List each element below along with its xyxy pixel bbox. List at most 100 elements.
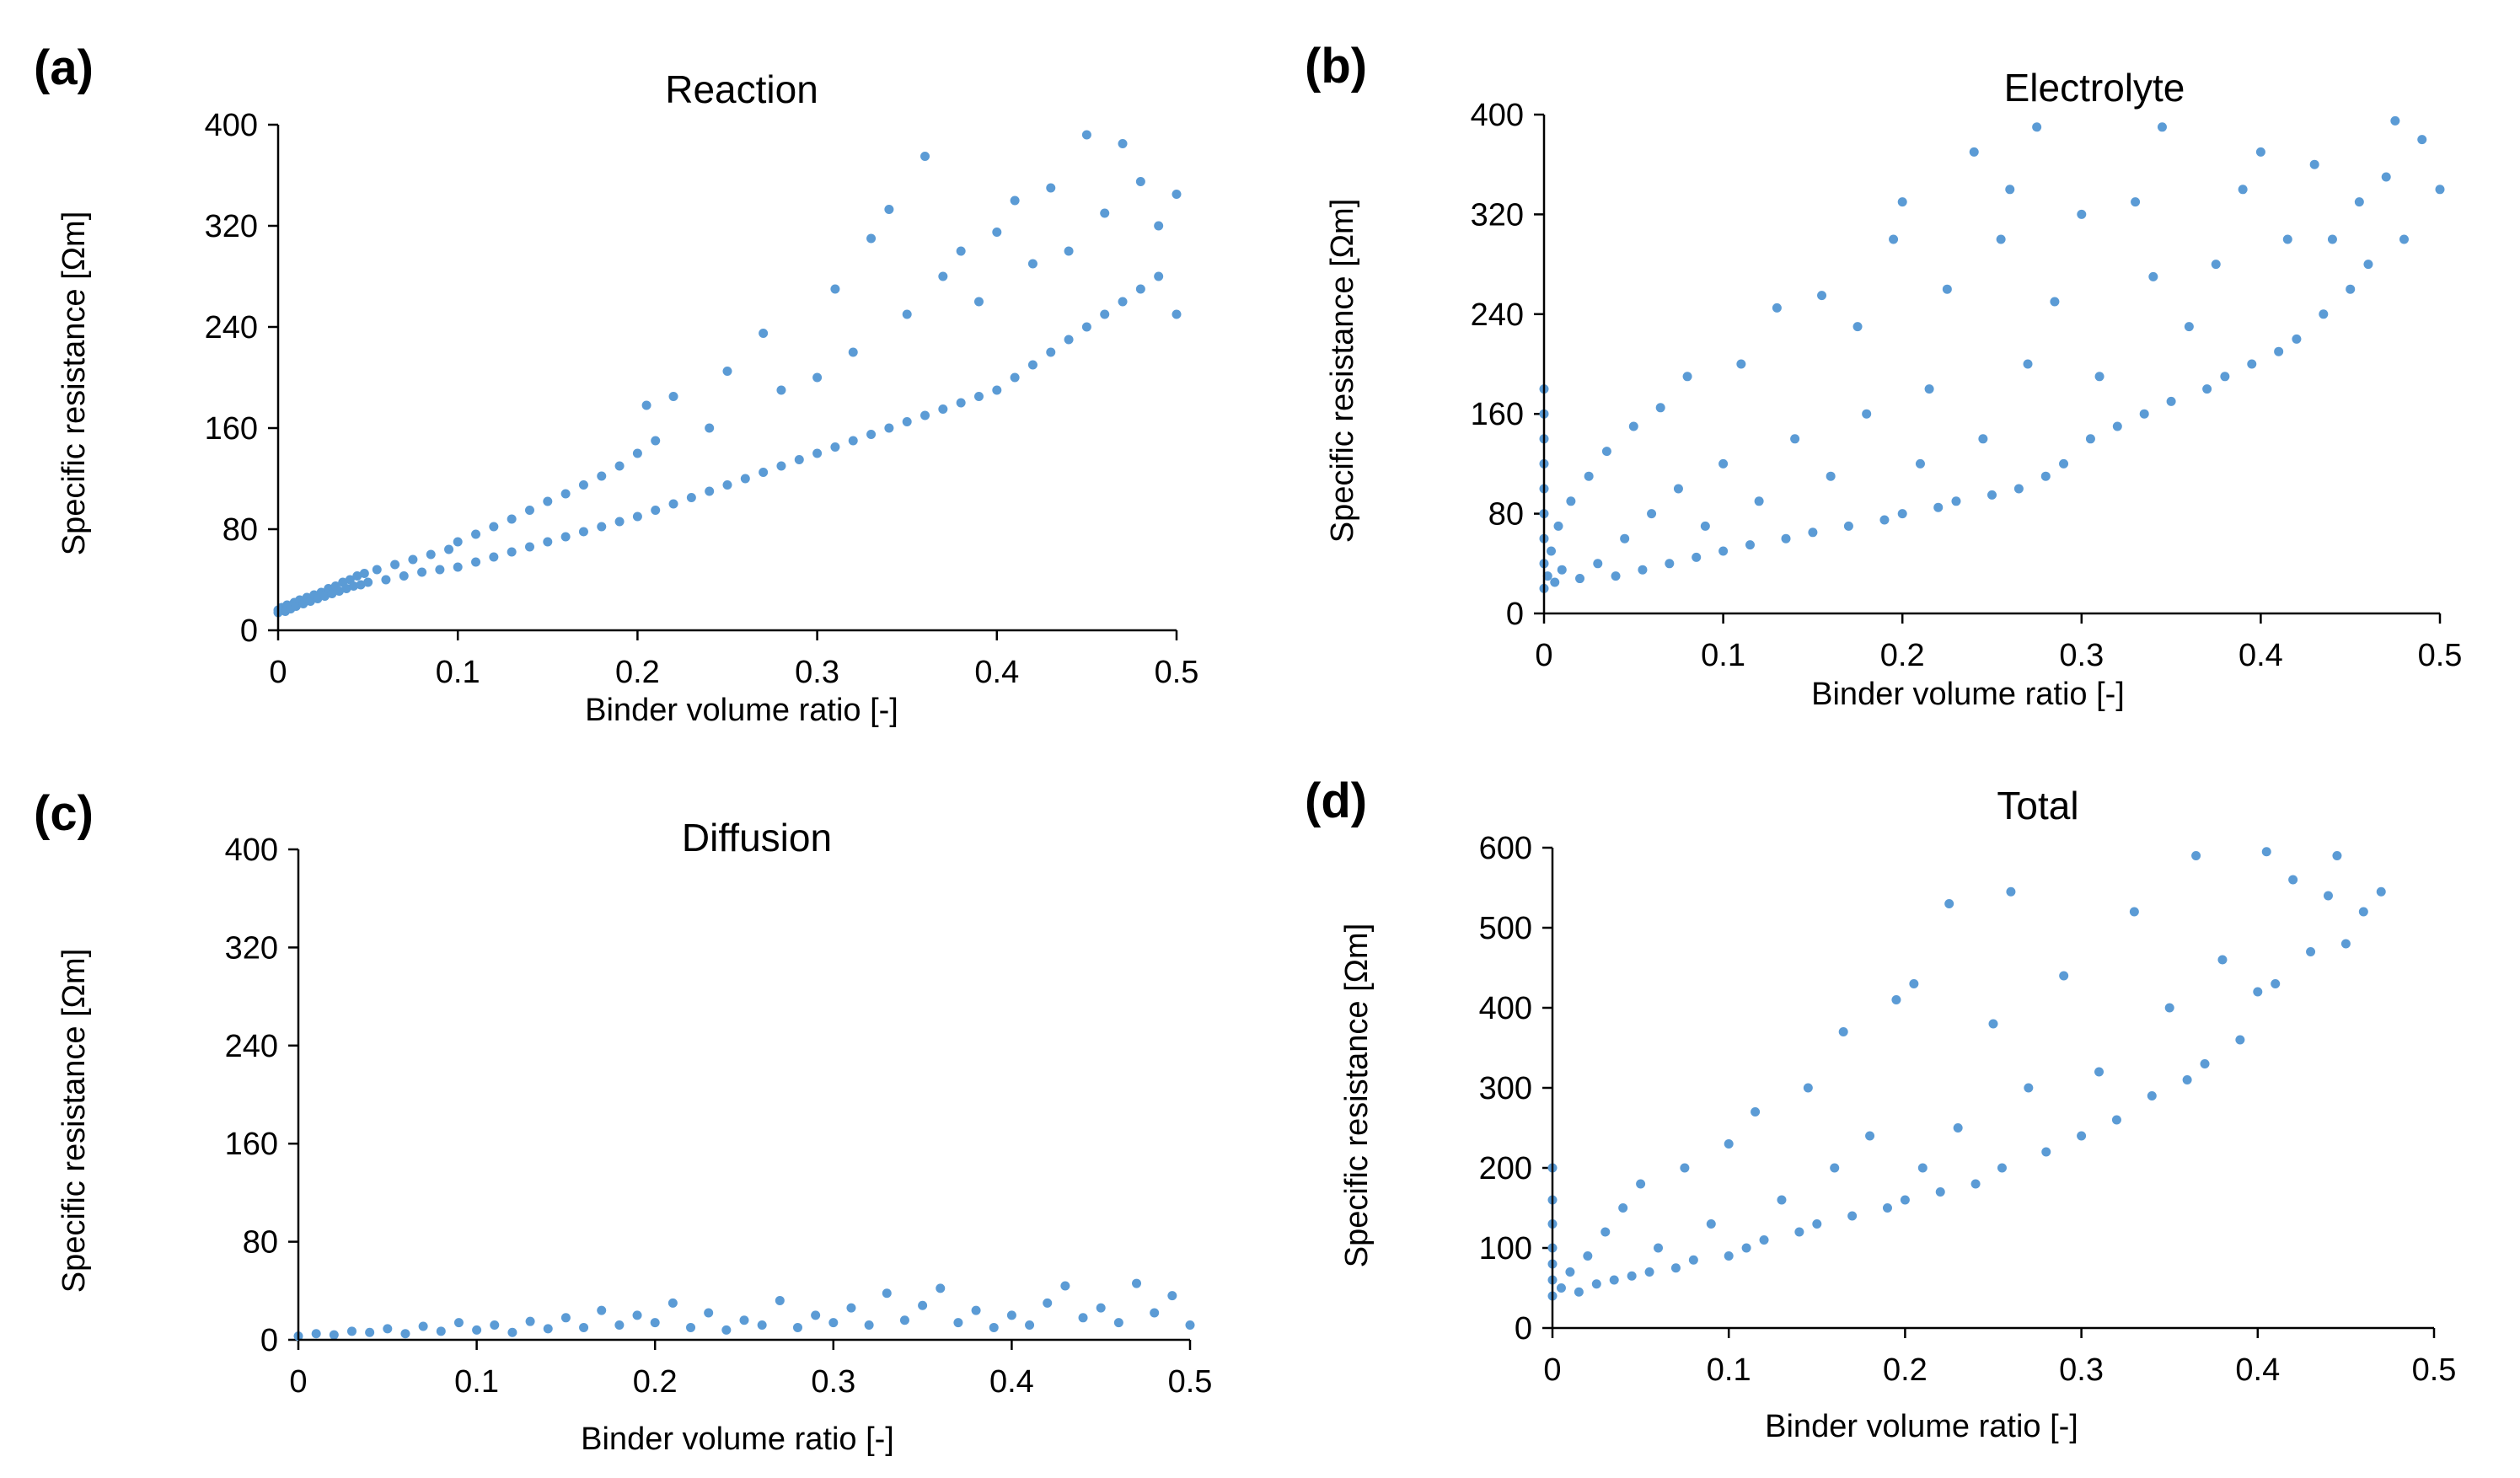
panel-d-data-point (1670, 1263, 1681, 1273)
panel-a-data-point (722, 367, 732, 376)
panel-b-data-point (1933, 502, 1944, 512)
panel-b-data-point (1557, 565, 1567, 575)
panel-d-data-point (1583, 1251, 1593, 1261)
panel-c-xtick-label: 0 (289, 1364, 307, 1400)
panel-a-data-point (1046, 183, 1056, 193)
panel-b-xtick-label: 0.3 (2059, 638, 2104, 673)
panel-a-data-point (507, 514, 517, 524)
panel-b-data-point (1718, 458, 1729, 469)
panel-b-data-point (2292, 334, 2302, 344)
panel-a-data-point (812, 448, 823, 458)
panel-d-data-point (1794, 1227, 1804, 1237)
panel-a-data-point (1027, 259, 1037, 269)
panel-a-data-point (408, 554, 418, 565)
panel-a-data-point (902, 417, 912, 426)
panel-d-xtick-label: 0.4 (2235, 1352, 2280, 1388)
panel-d-data-point (1609, 1275, 1619, 1285)
panel-c-data-point (721, 1325, 732, 1335)
panel-a-data-point (507, 547, 517, 557)
panel-d-xtick-label: 0.5 (2412, 1352, 2457, 1388)
panel-a-data-point (1100, 208, 1110, 218)
panel-d-data-point (2235, 1035, 2245, 1045)
panel-a-data-point (973, 392, 984, 401)
panel-c-ytick-label: 0 (260, 1323, 278, 1358)
panel-b-data-point (1542, 571, 1552, 581)
panel-d-data-point (1724, 1251, 1734, 1261)
panel-b-data-point (1736, 359, 1746, 369)
panel-d-data-point (1556, 1283, 1566, 1293)
panel-b-data-point (1575, 574, 1585, 584)
panel-b-data-point (2319, 309, 2329, 319)
panel-a-xtick-label: 0.4 (974, 655, 1019, 690)
panel-d-data-point (2147, 1091, 2157, 1100)
panel-a-data-point (794, 455, 804, 464)
panel-a-xtick-label: 0.2 (615, 655, 660, 690)
panel-a-data-point (435, 565, 445, 575)
panel-a-data-point (1154, 271, 1164, 281)
panel-a-ticks: 0 80 160 240 320 400 0 0.1 0.2 0.3 0.4 0.5 (205, 108, 1199, 690)
panel-b: (b) Electrolyte Specific resistance [Ωm]… (1305, 39, 2462, 712)
panel-d-data-point (2253, 987, 2263, 997)
panel-a-data-point (830, 284, 840, 294)
panel-d-data-point (1680, 1163, 1690, 1173)
panel-a-data-point (1064, 335, 1074, 345)
panel-c-data-point (418, 1321, 428, 1331)
panel-d-data-point (2077, 1131, 2087, 1141)
panel-b-data-point (1673, 484, 1683, 494)
panel-b-data-point (2435, 185, 2445, 195)
panel-c-data-point (329, 1330, 339, 1340)
panel-b-title: Electrolyte (2004, 66, 2185, 110)
panel-d-data-point (1944, 899, 1954, 908)
panel-c-xtick-label: 0.2 (633, 1364, 678, 1400)
panel-c-data-point (1113, 1318, 1123, 1328)
panel-b-data-point (2032, 122, 2042, 132)
panel-a-data-point (597, 471, 607, 481)
panel-d-data-point (1847, 1211, 1858, 1221)
panel-b-data-point (1682, 372, 1692, 382)
panel-b-data-point (1915, 458, 1925, 469)
panel-d-data-point (1741, 1243, 1751, 1253)
panel-c-data-point (739, 1315, 749, 1325)
panel-b-data-point (1897, 509, 1907, 519)
panel-a-data-point (578, 527, 588, 537)
panel-b-xtick-label: 0.2 (1880, 638, 1925, 673)
panel-d-data-point (1865, 1131, 1875, 1141)
panel-a-data-point (390, 560, 400, 570)
panel-a-data-point (848, 347, 858, 357)
panel-d-data-point (2182, 1075, 2192, 1084)
panel-a-ytick-label: 160 (205, 411, 258, 447)
panel-b-ylabel: Specific resistance [Ωm] (1325, 199, 1360, 544)
panel-b-data-point (1987, 490, 1997, 500)
panel-a-data-point (560, 532, 571, 542)
panel-b-data-point (1879, 515, 1890, 525)
panel-d-data-point (2200, 1059, 2210, 1068)
panel-b-data-point (2282, 234, 2292, 244)
panel-d: (d) Total Specific resistance [Ωm] Binde… (1305, 774, 2456, 1444)
panel-c-data-point (953, 1318, 963, 1328)
panel-a-data-point (686, 493, 696, 502)
panel-c-data-point (828, 1318, 839, 1328)
panel-a-data-point (651, 436, 661, 446)
panel-d-data-point (1600, 1227, 1611, 1237)
panel-a-data-point (327, 589, 337, 598)
panel-c-data-point (775, 1295, 785, 1305)
panel-a-data-point (444, 544, 454, 554)
panel-b-data-point (1942, 284, 1952, 294)
panel-c-data-point (918, 1300, 928, 1310)
panel-c-ticks: 0 80 160 240 320 400 0 0.1 0.2 0.3 0.4 0.5 (225, 833, 1213, 1400)
panel-a-data-point (1135, 177, 1145, 186)
panel-a-data-point (776, 385, 786, 395)
panel-b-data-point (2363, 260, 2373, 270)
panel-d-data-point (1997, 1163, 2007, 1173)
panel-a-data-point (759, 468, 769, 477)
panel-b-data-point (1718, 546, 1729, 556)
panel-a-data-point (759, 329, 769, 338)
panel-d-data-point (1953, 1123, 1963, 1133)
panel-c-data-point (400, 1329, 410, 1339)
panel-d-ytick-label: 200 (1479, 1151, 1532, 1186)
panel-a-data-point (866, 233, 877, 244)
panel-d-data-point (1935, 1187, 1945, 1197)
panel-a-data-point (524, 542, 534, 552)
panel-c-ytick-label: 80 (243, 1225, 278, 1261)
